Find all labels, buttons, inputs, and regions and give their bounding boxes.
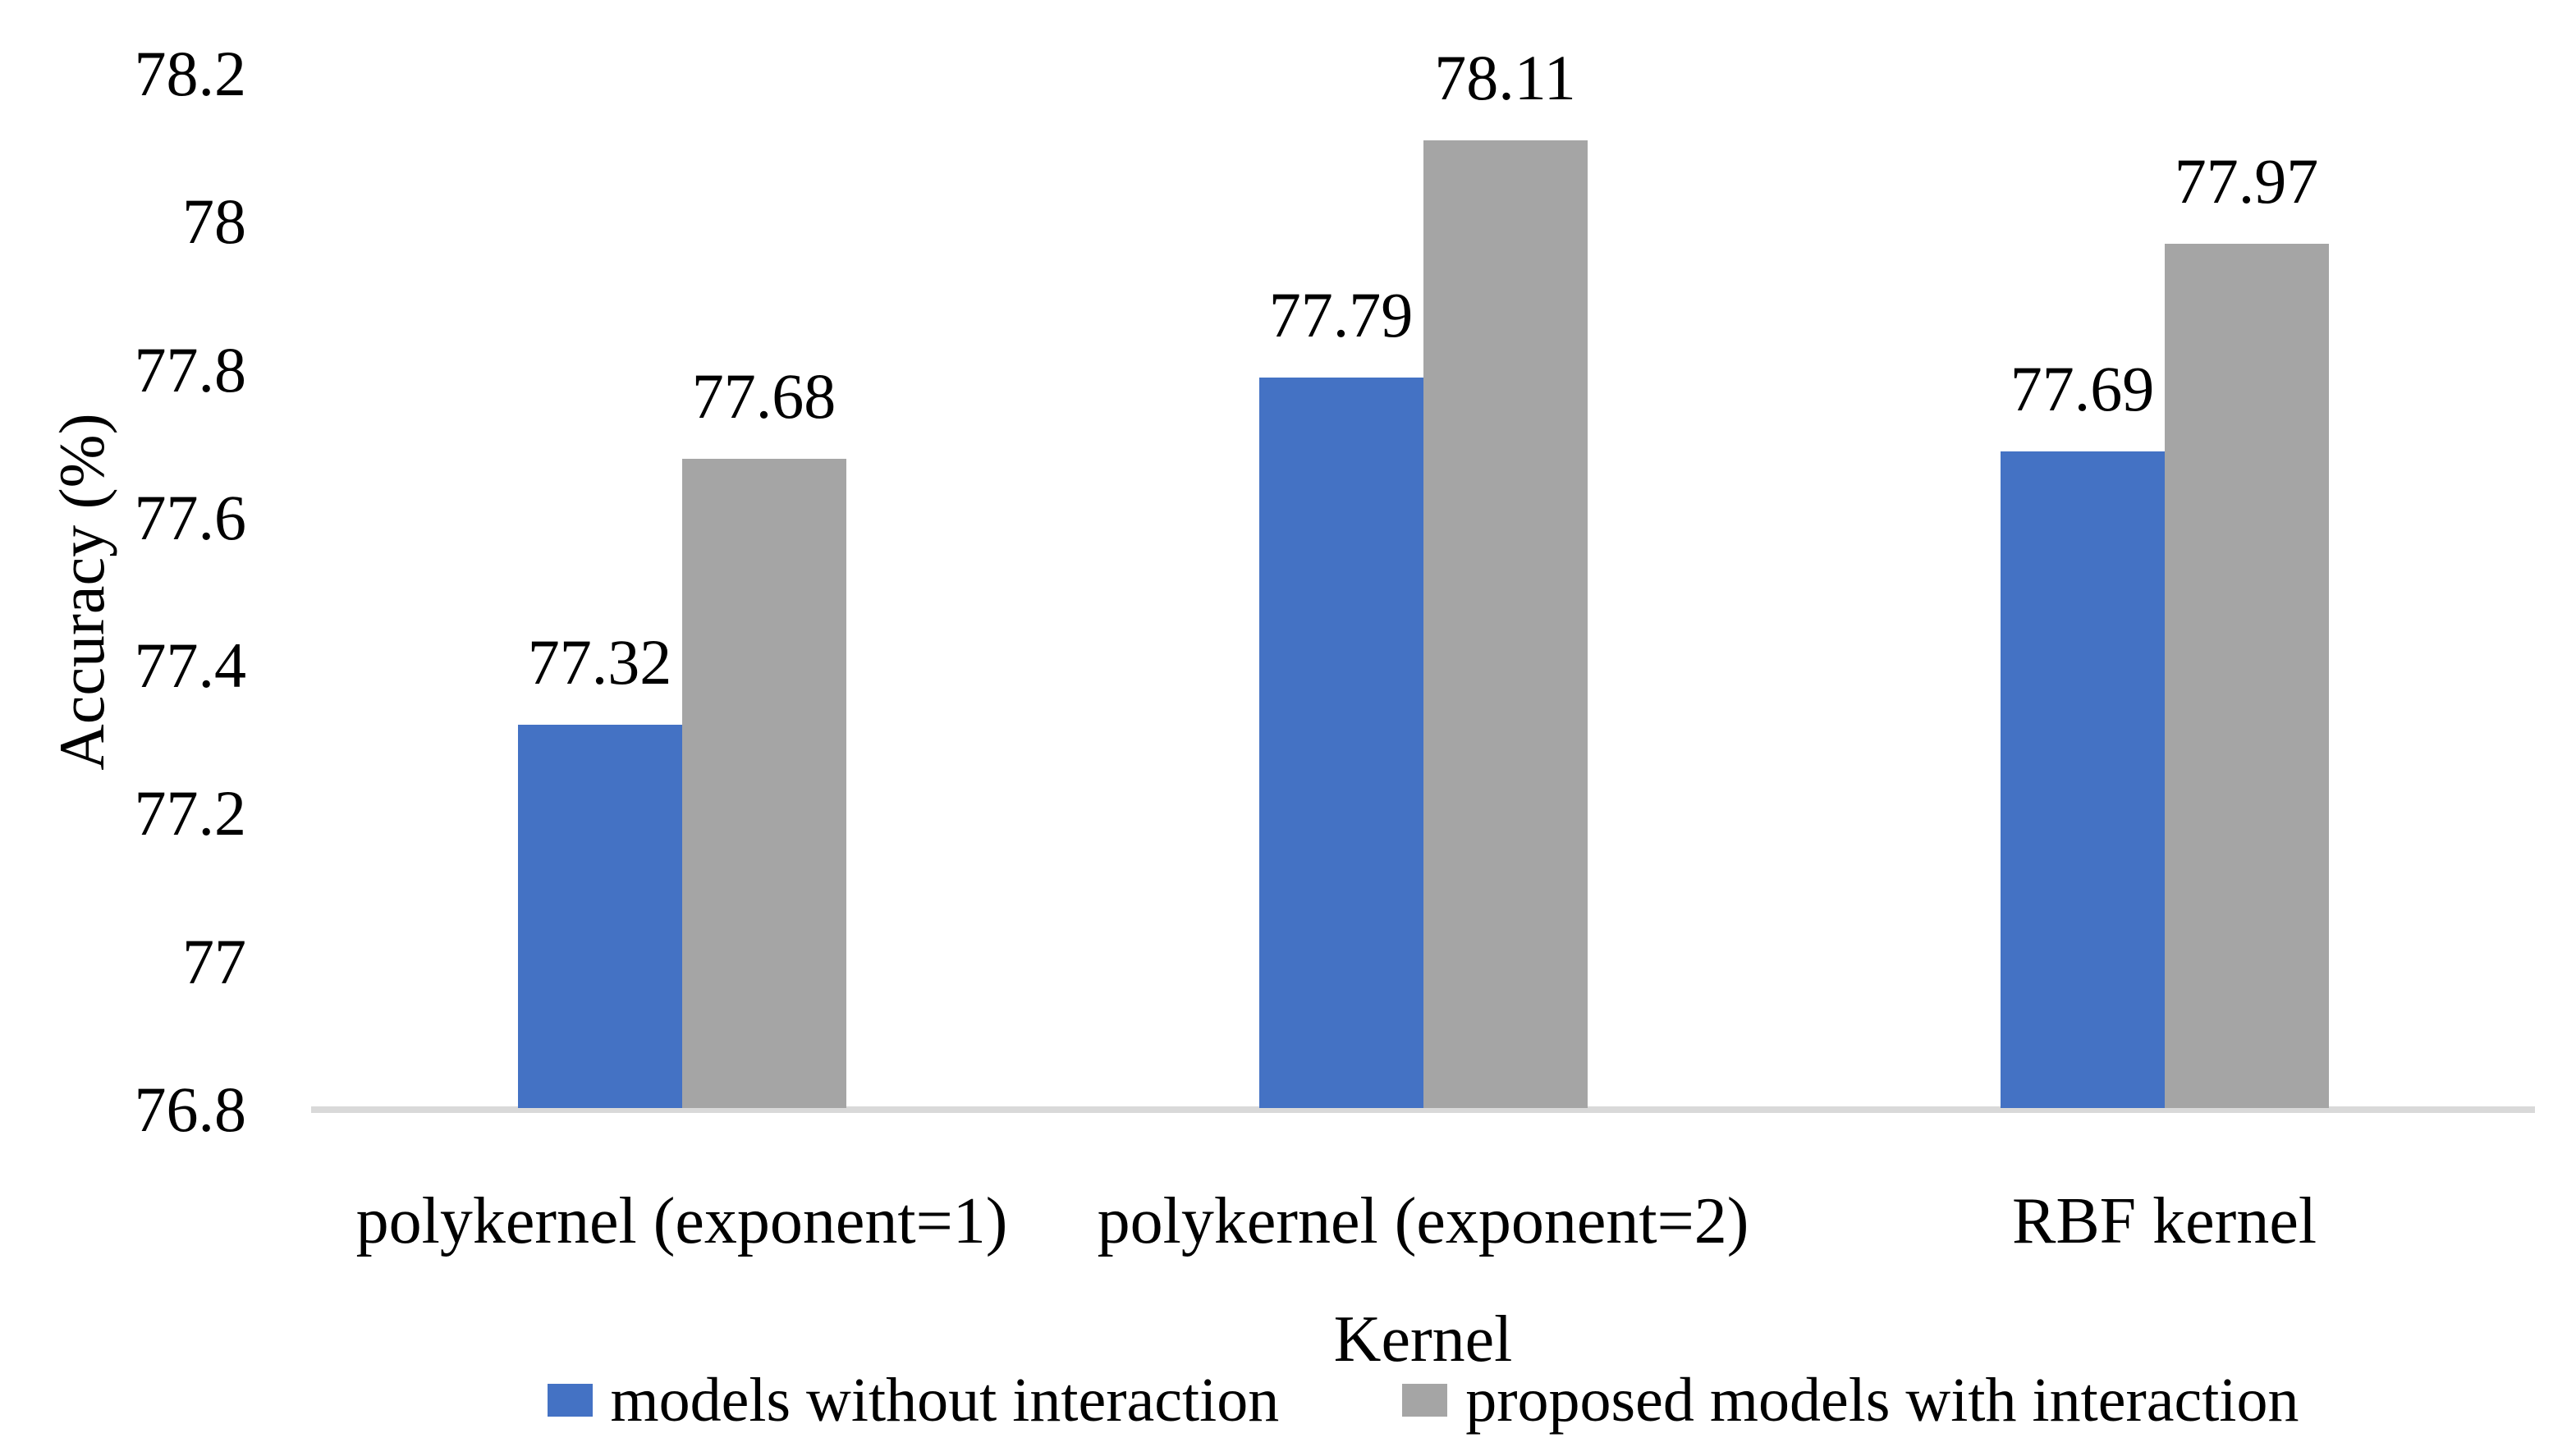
bar-value-label: 77.69	[2010, 352, 2155, 424]
bar-series1-cat2	[1258, 377, 1423, 1108]
y-tick-label: 78.2	[134, 38, 247, 109]
bar-series1-cat1	[517, 725, 682, 1108]
bar-series1-cat3	[2000, 451, 2165, 1108]
y-axis-title: Accuracy (%)	[46, 413, 117, 771]
y-tick-label: 77	[182, 925, 246, 997]
bar-series2-cat2	[1423, 140, 1588, 1108]
legend: models without interaction proposed model…	[311, 1369, 2535, 1431]
x-axis-title: Kernel	[1333, 1303, 1513, 1376]
x-category-label: RBF kernel	[2011, 1185, 2317, 1257]
bar-series2-cat1	[681, 458, 846, 1108]
legend-label: proposed models with interaction	[1465, 1366, 2299, 1435]
bar-value-label: 77.97	[2174, 145, 2319, 218]
x-axis-line	[311, 1106, 2535, 1113]
bar-value-label: 78.11	[1434, 42, 1576, 114]
bar-series2-cat3	[2164, 244, 2329, 1108]
bar-value-label: 77.32	[527, 626, 672, 698]
y-tick-label: 78	[182, 185, 246, 258]
x-category-label: polykernel (exponent=1)	[355, 1185, 1008, 1257]
y-tick-label: 77.8	[134, 333, 247, 405]
legend-item-series1: models without interaction	[547, 1366, 1280, 1435]
bar-value-label: 77.79	[1268, 278, 1414, 350]
y-tick-label: 77.4	[134, 630, 247, 702]
bar-value-label: 77.68	[691, 359, 837, 432]
legend-item-series2: proposed models with interaction	[1402, 1369, 2299, 1431]
legend-label: models without interaction	[610, 1366, 1280, 1435]
legend-swatch-icon	[1402, 1384, 1448, 1417]
y-tick-label: 77.6	[134, 481, 247, 553]
legend-swatch-icon	[547, 1384, 593, 1417]
y-tick-label: 76.8	[134, 1074, 247, 1145]
x-category-label: polykernel (exponent=2)	[1097, 1185, 1749, 1257]
y-tick-label: 77.2	[134, 777, 247, 849]
